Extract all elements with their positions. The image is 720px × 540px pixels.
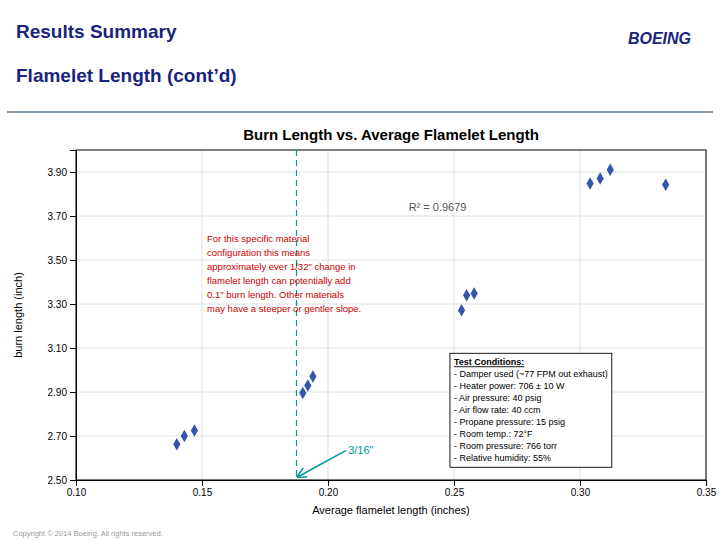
axis-line (70, 151, 77, 481)
annotation-line: configuration this means (207, 247, 310, 258)
test-conditions-line: - Relative humidity: 55% (454, 453, 551, 463)
footer: Copyright © 2014 Boeing. All rights rese… (13, 529, 163, 538)
tick-label: 0.35 (697, 487, 717, 498)
test-conditions-line: - Heater power: 706 ± 10 W (454, 381, 565, 391)
annotation-arrow (298, 450, 347, 477)
test-conditions-line: - Room pressure: 766 torr (454, 441, 557, 451)
point (458, 304, 465, 316)
tick-label: 0.25 (445, 487, 465, 498)
tick-label: 3.10 (48, 343, 68, 354)
logo: BOEING (628, 30, 691, 47)
point (471, 287, 478, 299)
tick-mark (580, 480, 581, 486)
tick-label: 3.70 (48, 211, 68, 222)
axis-line (77, 481, 707, 487)
point (607, 164, 614, 176)
r2-label: R² = 0.9679 (409, 201, 467, 213)
header-separator (7, 111, 713, 113)
plot-frame (76, 150, 706, 480)
test-conditions-title: Test Conditions: (454, 357, 524, 367)
tick-label: 2.50 (48, 475, 68, 486)
point (181, 430, 188, 442)
point (173, 438, 180, 450)
point (299, 387, 306, 399)
annotation-line: flamelet length can potentially add (207, 275, 351, 286)
tick: 3.90 (48, 167, 76, 178)
annotation-line: may have a steeper or gentler slope. (207, 303, 361, 314)
tick: 3.30 (48, 299, 76, 310)
header-line: Results Summary (16, 21, 177, 42)
reference-line (296, 150, 297, 480)
y-axis-title: burn length (inch) (12, 272, 24, 358)
test-conditions-line: - Propane pressure: 15 psig (454, 417, 565, 427)
header-line: Flamelet Length (cont’d) (16, 65, 237, 86)
point (304, 379, 311, 391)
tick: 0.30 (571, 480, 591, 498)
y-axis: 2.50 2.70 2.90 3.10 3.30 3.50 3.70 3.90 (48, 151, 77, 486)
tick-mark (70, 480, 76, 481)
test-conditions-text: Test Conditions: - Damper used (~77 FPM o… (454, 357, 608, 463)
annotation-line: For this specific material (207, 233, 309, 244)
tick: 2.70 (48, 431, 76, 442)
grid-line (76, 260, 706, 261)
point (309, 370, 316, 382)
point (662, 179, 669, 191)
tick: 0.25 (445, 480, 465, 498)
tick-label: 2.70 (48, 431, 68, 442)
tick: 3.50 (48, 255, 76, 266)
tick-mark (202, 480, 203, 486)
grid-line (202, 150, 203, 480)
tick-mark (454, 480, 455, 486)
tick-label: 2.90 (48, 387, 68, 398)
grid-line (76, 348, 706, 349)
grid-line (328, 150, 329, 480)
chart: Results Summary Flamelet Length (cont’d) B… (0, 0, 720, 540)
tick: 0.10 (67, 480, 87, 498)
test-conditions-line: - Air flow rate: 40 ccm (454, 405, 541, 415)
grid (76, 150, 706, 480)
point (597, 172, 604, 184)
tick-label: 3.30 (48, 299, 68, 310)
reference-label: 3/16" (348, 444, 373, 456)
point (463, 289, 470, 301)
tick-mark (70, 304, 76, 305)
tick-mark (70, 436, 76, 437)
tick-label: 0.10 (67, 487, 87, 498)
test-conditions-box (450, 353, 612, 467)
tick-mark (328, 480, 329, 486)
tick-label: 3.50 (48, 255, 68, 266)
test-conditions-line: - Air pressure: 40 psig (454, 393, 542, 403)
x-axis-title: Average flamelet length (inches) (312, 504, 470, 516)
test-conditions: Test Conditions: - Damper used (~77 FPM o… (450, 353, 612, 467)
tick-mark (70, 172, 76, 173)
plot-area (173, 150, 669, 480)
annotation-line: 0.1" burn length. Other materials (207, 289, 344, 300)
x-axis: 0.10 0.15 0.20 0.25 0.30 0.35 (67, 480, 717, 498)
tick: 0.20 (319, 480, 339, 498)
grid-line (76, 304, 706, 305)
point (586, 177, 593, 189)
tick-mark (70, 392, 76, 393)
tick: 0.35 (697, 480, 717, 498)
tick-mark (70, 260, 76, 261)
test-conditions-line: - Damper used (~77 FPM out exhaust) (454, 369, 608, 379)
point (191, 424, 198, 436)
tick: 3.10 (48, 343, 76, 354)
tick: 3.70 (48, 211, 76, 222)
tick-label: 0.20 (319, 487, 339, 498)
title: Burn Length vs. Average Flamelet Length (243, 126, 539, 143)
tick-mark (706, 480, 707, 486)
tick-mark (70, 348, 76, 349)
tick-label: 0.30 (571, 487, 591, 498)
test-conditions-line: - Room temp.: 72°F (454, 429, 533, 439)
tick: 2.50 (48, 475, 76, 486)
annotation: For this specific material configuration … (207, 233, 361, 314)
grid-line (76, 216, 706, 217)
tick-mark (70, 216, 76, 217)
tick-label: 0.15 (193, 487, 213, 498)
tick: 0.15 (193, 480, 213, 498)
tick-label: 3.90 (48, 167, 68, 178)
tick: 2.90 (48, 387, 76, 398)
annotation-line: approximately ever 1/32" change in (207, 261, 356, 272)
